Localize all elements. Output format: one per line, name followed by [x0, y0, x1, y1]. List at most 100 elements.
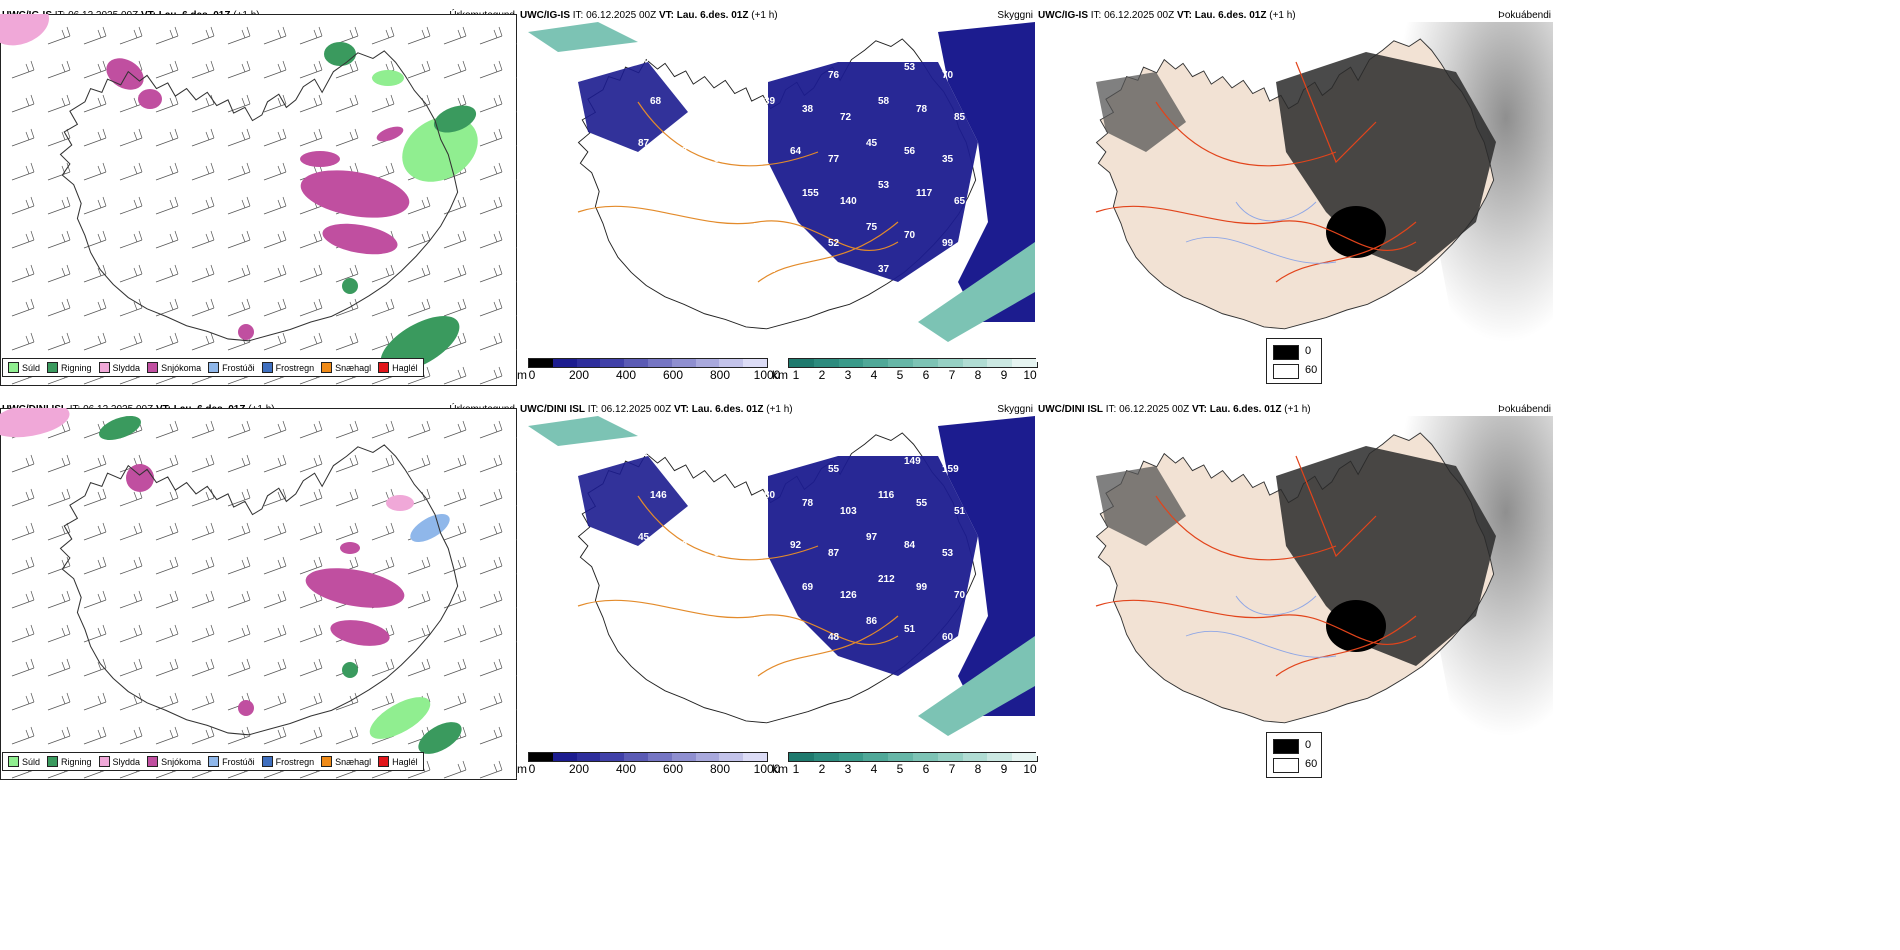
- visibility-map: 30 100 97 122 154 76 53 53 70 68 81 41 39 38 72 58 78 85 8…: [518, 22, 1035, 362]
- cloud-base-label: 38: [650, 180, 662, 191]
- lead-offset: (+1 h): [1269, 10, 1296, 21]
- cloud-base-label: 212: [878, 574, 895, 585]
- cloud-base-label: 37: [878, 264, 890, 275]
- cloud-base-label: 63: [764, 180, 776, 191]
- legend-item: Frostúði: [208, 756, 255, 767]
- legend-label: Súld: [22, 362, 41, 373]
- fog-panel: UWC/DINI ISL IT: 06.12.2025 00Z VT: Lau.…: [1036, 402, 1553, 782]
- model-name: UWC/IG-IS: [520, 10, 570, 21]
- cloud-base-label: 70: [942, 70, 954, 81]
- cloud-base-label: 41: [726, 112, 738, 123]
- legend-swatch: [261, 362, 273, 373]
- vis-unit: km: [772, 762, 788, 776]
- cloud-base-label: 83: [752, 532, 764, 543]
- legend-label: Snjókoma: [161, 756, 202, 767]
- run-info: UWC/IG-IS IT: 06.12.2025 00Z VT: Lau. 6.…: [1038, 10, 1296, 21]
- cloud-base-label: 77: [828, 154, 840, 165]
- lead-offset: (+1 h): [766, 404, 793, 415]
- cloud-base-label: 99: [916, 582, 928, 593]
- fog-legend-min: 0: [1305, 739, 1312, 751]
- cloud-base-label: 45: [866, 138, 878, 149]
- legend-swatch: [47, 756, 59, 767]
- legend-swatch: [8, 362, 19, 373]
- cloud-base-label: 51: [904, 624, 916, 635]
- it-value: 06.12.2025 00Z: [601, 404, 672, 415]
- cloud-base-label: 321: [714, 632, 731, 643]
- vt-value: Lau. 6.des. 01Z: [676, 10, 749, 21]
- legend-swatch: [8, 756, 19, 767]
- visibility-map: 115 112 45 51 42 55 92 149 159 146 49 100 80 78 103 116…: [518, 416, 1035, 756]
- model-name: UWC/DINI ISL: [1038, 404, 1103, 415]
- legend-label: Slydda: [112, 362, 141, 373]
- legend-swatch: [378, 756, 390, 767]
- precip-type-panel: UWC/DINI ISL IT: 06.12.2025 00Z VT: Lau.…: [0, 402, 517, 782]
- precip-type-panel: UWC/IG-IS IT: 06.12.2025 00Z VT: Lau. 6.…: [0, 8, 517, 388]
- vt-label: VT:: [658, 10, 674, 21]
- fog-legend-min: 0: [1305, 345, 1312, 357]
- rivers: [1185, 595, 1337, 658]
- cloud-tick: 1000: [753, 762, 781, 776]
- fog-swatch-white: [1273, 364, 1299, 379]
- cloud-base-label: 56: [904, 146, 916, 157]
- cloud-base-label: 60: [942, 632, 954, 643]
- fog-legend-max: 60: [1305, 758, 1318, 770]
- vis-tick: 1: [792, 368, 800, 382]
- cloud-tick: 400: [615, 368, 637, 382]
- cloud-base-label: 76: [828, 70, 840, 81]
- cloud-unit: m: [517, 368, 527, 382]
- panel-title: Þokuábendi: [1498, 404, 1551, 415]
- cloud-base-label: 100: [726, 506, 743, 517]
- cloud-base-labels: 30 100 97 122 154 76 53 53 70 68 81 41 39 38 72 58 78 85 8…: [638, 54, 966, 291]
- cloud-colorbar: [528, 358, 768, 368]
- cloud-base-label: 49: [688, 498, 700, 509]
- vis-unit: km: [772, 368, 788, 382]
- cloud-tick: 800: [709, 368, 731, 382]
- legend-label: Slydda: [112, 756, 141, 767]
- legend-item: Snjókoma: [147, 362, 201, 373]
- vis-tick: 4: [870, 762, 878, 776]
- cloud-base-label: 146: [650, 490, 667, 501]
- cloud-base-label: 92: [866, 448, 878, 459]
- cloud-base-label: 126: [840, 590, 857, 601]
- cloud-tick: 200: [568, 762, 590, 776]
- legend-item: Slydda: [98, 362, 141, 373]
- cloud-base-label: 74: [714, 238, 726, 249]
- legend-label: Rigning: [61, 362, 92, 373]
- cloud-base-label: 58: [878, 96, 890, 107]
- cloud-tick: 200: [568, 368, 590, 382]
- cloud-base-label: 97: [714, 70, 726, 81]
- cloud-base-label: 86: [866, 616, 878, 627]
- cloud-tick: 0: [528, 368, 536, 382]
- visibility-colorbar: [788, 358, 1038, 368]
- cloud-base-label: 82: [714, 154, 726, 165]
- legend-swatch: [147, 362, 159, 373]
- cloud-base-label: 55: [916, 498, 928, 509]
- legend-label: Rigning: [61, 756, 92, 767]
- vis-tick: 3: [844, 762, 852, 776]
- vis-tick: 1: [792, 762, 800, 776]
- legend-item: Rigning: [47, 756, 92, 767]
- legend-label: Frostregn: [275, 362, 315, 373]
- it-label: IT:: [572, 10, 584, 21]
- cloud-base-label: 50: [714, 548, 726, 559]
- legend-item: Rigning: [47, 362, 92, 373]
- vis-tick: 6: [922, 368, 930, 382]
- cloud-tick: 400: [615, 762, 637, 776]
- cloud-tick: 600: [662, 368, 684, 382]
- vis-tick: 6: [922, 762, 930, 776]
- cloud-unit: m: [517, 762, 527, 776]
- panel-title: Skyggni: [997, 404, 1033, 415]
- cloud-base-label: 65: [954, 196, 966, 207]
- vis-tick: 8: [974, 368, 982, 382]
- cloud-base-label: 45: [802, 272, 814, 283]
- cloud-base-label: 54: [726, 280, 738, 291]
- fog-core: [1326, 600, 1386, 652]
- legend-label: Snæhagl: [335, 756, 372, 767]
- cloud-tick: 600: [662, 762, 684, 776]
- it-label: IT:: [587, 404, 599, 415]
- legend-label: Snæhagl: [335, 362, 372, 373]
- legend-label: Frostúði: [222, 756, 255, 767]
- vis-tick: 2: [818, 368, 826, 382]
- cloud-base-label: 35: [942, 154, 954, 165]
- vis-tick: 5: [896, 762, 904, 776]
